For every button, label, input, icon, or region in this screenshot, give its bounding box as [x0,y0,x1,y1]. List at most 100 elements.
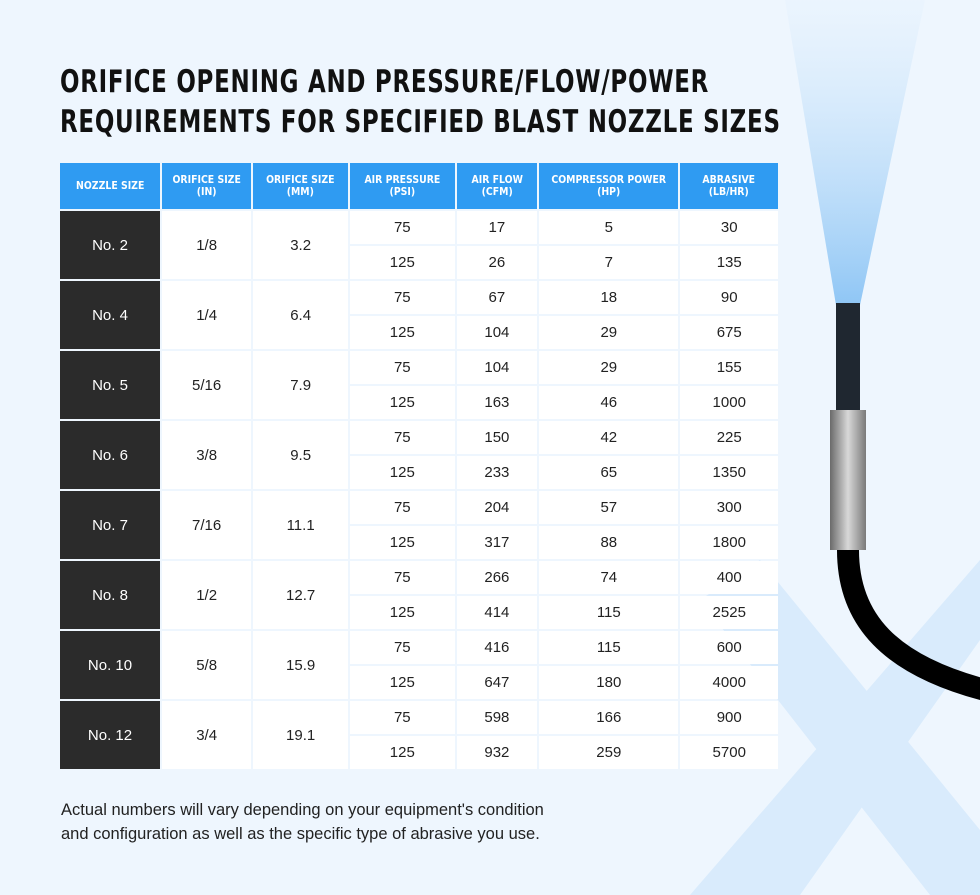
column-header-label: Abrasive (lb/hr) [702,173,756,198]
air-pressure-cell: 125 [349,246,455,279]
compressor-power-cell: 5 [539,211,679,244]
table-row: No. 4 1/4 6.4 75 67 18 90 [60,281,778,349]
title-line-2: REQUIREMENTS FOR SPECIFIED BLAST NOZZLE … [60,104,781,140]
compressor-power-cell: 166 [539,701,679,734]
compressor-power-cell: 18 [539,281,679,314]
air-pressure-cell: 75 [349,561,455,594]
compressor-power-cell: 65 [539,456,679,489]
nozzle-size-cell: No. 4 [60,281,160,349]
column-header-label: Air Pressure (PSI) [364,173,441,198]
air-flow-cell: 104 [456,351,538,384]
orifice-mm-cell: 12.7 [253,561,348,629]
air-pressure-cell: 125 [349,316,455,349]
air-pressure-cell: 75 [349,421,455,454]
column-header-label: Orifice Size (mm) [266,173,335,198]
abrasive-cell: 1000 [680,386,778,419]
air-flow-cell: 104 [456,316,538,349]
air-flow-cell: 647 [456,666,538,699]
column-header: Compressor Power (HP) [539,163,679,209]
air-pressure-cell: 125 [349,456,455,489]
air-pressure-cell: 125 [349,596,455,629]
orifice-in-cell: 3/4 [162,701,252,769]
compressor-power-cell: 29 [539,316,679,349]
table-row: No. 7 7/16 11.1 75 204 57 300 [60,491,778,559]
nozzle-size-cell: No. 12 [60,701,160,769]
air-flow-cell: 163 [456,386,538,419]
compressor-power-cell: 88 [539,526,679,559]
table-row: 125 233 65 1350 [60,456,778,489]
orifice-in-cell: 5/8 [162,631,252,699]
compressor-power-cell: 180 [539,666,679,699]
compressor-power-cell: 115 [539,596,679,629]
abrasive-cell: 155 [680,351,778,384]
orifice-mm-cell: 11.1 [253,491,348,559]
footnote-line-2: and configuration as well as the specifi… [61,825,540,843]
table-row: No. 8 1/2 12.7 75 266 74 400 [60,561,778,629]
column-header: Air Pressure (PSI) [349,163,455,209]
column-header: Orifice Size (in) [162,163,252,209]
abrasive-cell: 300 [680,491,778,524]
column-header-label: Orifice Size (in) [172,173,241,198]
orifice-mm-cell: 9.5 [253,421,348,489]
air-pressure-cell: 125 [349,666,455,699]
air-flow-cell: 266 [456,561,538,594]
column-header: Orifice Size (mm) [253,163,348,209]
air-flow-cell: 414 [456,596,538,629]
abrasive-cell: 135 [680,246,778,279]
orifice-mm-cell: 3.2 [253,211,348,279]
compressor-power-cell: 115 [539,631,679,664]
orifice-mm-cell: 15.9 [253,631,348,699]
column-header: Air Flow (CFM) [456,163,538,209]
air-pressure-cell: 125 [349,526,455,559]
air-pressure-cell: 75 [349,281,455,314]
air-flow-cell: 416 [456,631,538,664]
orifice-in-cell: 3/8 [162,421,252,489]
compressor-power-cell: 42 [539,421,679,454]
footnote-line-1: Actual numbers will vary depending on yo… [61,801,544,819]
abrasive-cell: 1350 [680,456,778,489]
air-flow-cell: 204 [456,491,538,524]
abrasive-cell: 2525 [680,596,778,629]
abrasive-cell: 90 [680,281,778,314]
compressor-power-cell: 259 [539,736,679,769]
table-row: 125 647 180 4000 [60,666,778,699]
air-flow-cell: 317 [456,526,538,559]
column-header-label: Nozzle Size [75,179,145,192]
abrasive-cell: 4000 [680,666,778,699]
table-row: 125 317 88 1800 [60,526,778,559]
hose [837,549,980,701]
table-row: No. 6 3/8 9.5 75 150 42 225 [60,421,778,489]
abrasive-cell: 400 [680,561,778,594]
abrasive-cell: 675 [680,316,778,349]
orifice-mm-cell: 19.1 [253,701,348,769]
nozzle-size-cell: No. 7 [60,491,160,559]
air-pressure-cell: 75 [349,491,455,524]
compressor-power-cell: 74 [539,561,679,594]
abrasive-cell: 600 [680,631,778,664]
orifice-in-cell: 1/2 [162,561,252,629]
air-flow-cell: 932 [456,736,538,769]
nozzle-size-cell: No. 8 [60,561,160,629]
table-row: No. 2 1/8 3.2 75 17 5 30 [60,211,778,279]
air-pressure-cell: 75 [349,631,455,664]
table-row: No. 10 5/8 15.9 75 416 115 600 [60,631,778,699]
air-pressure-cell: 75 [349,701,455,734]
orifice-mm-cell: 6.4 [253,281,348,349]
orifice-in-cell: 1/4 [162,281,252,349]
orifice-in-cell: 1/8 [162,211,252,279]
air-pressure-cell: 125 [349,736,455,769]
table-row: 125 26 7 135 [60,246,778,279]
air-flow-cell: 26 [456,246,538,279]
abrasive-cell: 225 [680,421,778,454]
table-row: 125 932 259 5700 [60,736,778,769]
nozzle-tip [836,303,860,411]
air-flow-cell: 17 [456,211,538,244]
column-header: Nozzle Size [60,163,160,209]
air-flow-cell: 233 [456,456,538,489]
page-title: ORIFICE OPENING AND PRESSURE/FLOW/POWER … [60,62,781,142]
nozzle-requirements-table: Nozzle Size Orifice Size (in) Orifice Size… [58,161,780,771]
column-header-label: Air Flow (CFM) [471,173,523,198]
nozzle-body [830,410,866,550]
nozzle-size-cell: No. 2 [60,211,160,279]
